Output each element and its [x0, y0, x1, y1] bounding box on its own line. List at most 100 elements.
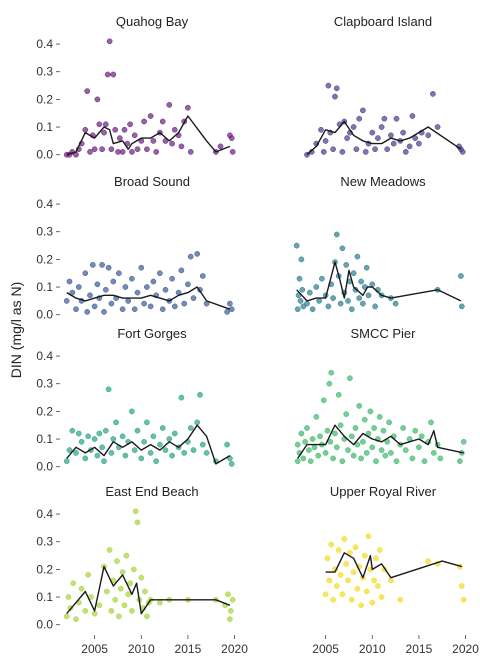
data-point [352, 544, 359, 551]
data-point [169, 140, 175, 147]
data-point [91, 303, 98, 310]
data-point [141, 438, 147, 445]
trend-line [297, 424, 464, 459]
data-point [358, 602, 364, 609]
data-point [217, 143, 224, 150]
data-point [190, 447, 197, 453]
data-point [227, 608, 234, 614]
data-point [144, 284, 150, 290]
data-point [171, 303, 178, 310]
data-point [85, 572, 91, 578]
data-point [382, 452, 389, 459]
data-point [369, 281, 376, 288]
data-point [347, 375, 353, 382]
y-tick-label: 0.2 [36, 404, 53, 418]
data-point [361, 416, 368, 423]
data-point [378, 447, 385, 453]
data-point [227, 300, 233, 307]
data-point [82, 455, 89, 462]
data-point [309, 436, 316, 442]
data-point [116, 270, 122, 277]
y-tick-label: 0.2 [36, 562, 53, 576]
data-point [348, 596, 355, 603]
data-point [393, 458, 400, 465]
data-point [363, 588, 370, 595]
data-point [129, 608, 135, 614]
data-point [123, 552, 130, 559]
data-point [337, 572, 344, 578]
data-point [425, 132, 432, 139]
data-point [159, 425, 166, 431]
panel-0: Quahog Bay 0.0 0.1 0.2 0.3 0.4 [36, 14, 236, 162]
data-point [307, 458, 314, 465]
data-point [363, 450, 370, 456]
data-point [325, 82, 332, 89]
data-point [116, 135, 123, 141]
data-point [66, 447, 73, 453]
y-tick-label: 0.4 [36, 507, 53, 521]
panel-title: Broad Sound [114, 174, 190, 189]
data-point [306, 289, 313, 296]
data-point [304, 425, 310, 431]
y-axis-label: DIN (mg/l as N) [8, 282, 24, 378]
data-point [332, 93, 338, 100]
x-tick-label: 2005 [312, 642, 339, 656]
data-point [356, 295, 363, 301]
data-point [225, 591, 231, 598]
data-point [178, 267, 185, 274]
data-point [299, 286, 306, 293]
data-point [356, 403, 363, 409]
data-point [73, 616, 79, 623]
data-point [96, 121, 103, 128]
data-point [228, 135, 235, 141]
data-point [132, 508, 139, 515]
data-point [229, 149, 236, 155]
data-point [144, 419, 150, 426]
data-point [138, 574, 145, 581]
data-point [322, 138, 329, 144]
data-point [85, 433, 91, 440]
data-point [102, 427, 109, 434]
data-point [324, 427, 331, 434]
data-point [333, 85, 340, 92]
x-tick-label: 2010 [128, 642, 155, 656]
data-point [333, 231, 340, 238]
data-point [416, 140, 422, 147]
data-point [322, 591, 329, 598]
data-point [328, 369, 335, 376]
data-point [127, 580, 133, 587]
data-point [187, 425, 194, 431]
data-point [65, 594, 72, 600]
data-point [190, 295, 197, 301]
panel-4: Fort Gorges 0.0 0.1 0.2 0.3 0.4 [36, 326, 235, 474]
data-point [113, 419, 119, 426]
data-point [131, 132, 138, 139]
data-point [381, 115, 388, 122]
data-point [320, 397, 327, 404]
data-point [181, 450, 188, 456]
panel-title: SMCC Pier [350, 326, 416, 341]
y-tick-label: 0.3 [36, 535, 53, 549]
data-point [159, 306, 166, 313]
data-point [369, 599, 376, 606]
data-point [362, 149, 369, 155]
data-point [157, 599, 163, 606]
data-point [360, 300, 366, 307]
y-tick-label: 0.3 [36, 225, 53, 239]
y-tick-label: 0.1 [36, 590, 53, 604]
panel-title: Clapboard Island [334, 14, 432, 29]
data-point [96, 602, 103, 609]
data-point [350, 452, 357, 459]
data-point [358, 278, 364, 285]
data-point [372, 303, 378, 310]
data-point [75, 284, 82, 290]
data-point [129, 275, 135, 282]
data-point [166, 436, 173, 442]
data-point [63, 458, 70, 465]
data-point [129, 149, 135, 155]
data-point [375, 583, 381, 589]
data-point [388, 450, 394, 456]
data-point [311, 444, 318, 451]
data-point [150, 138, 157, 144]
data-point [127, 121, 133, 128]
